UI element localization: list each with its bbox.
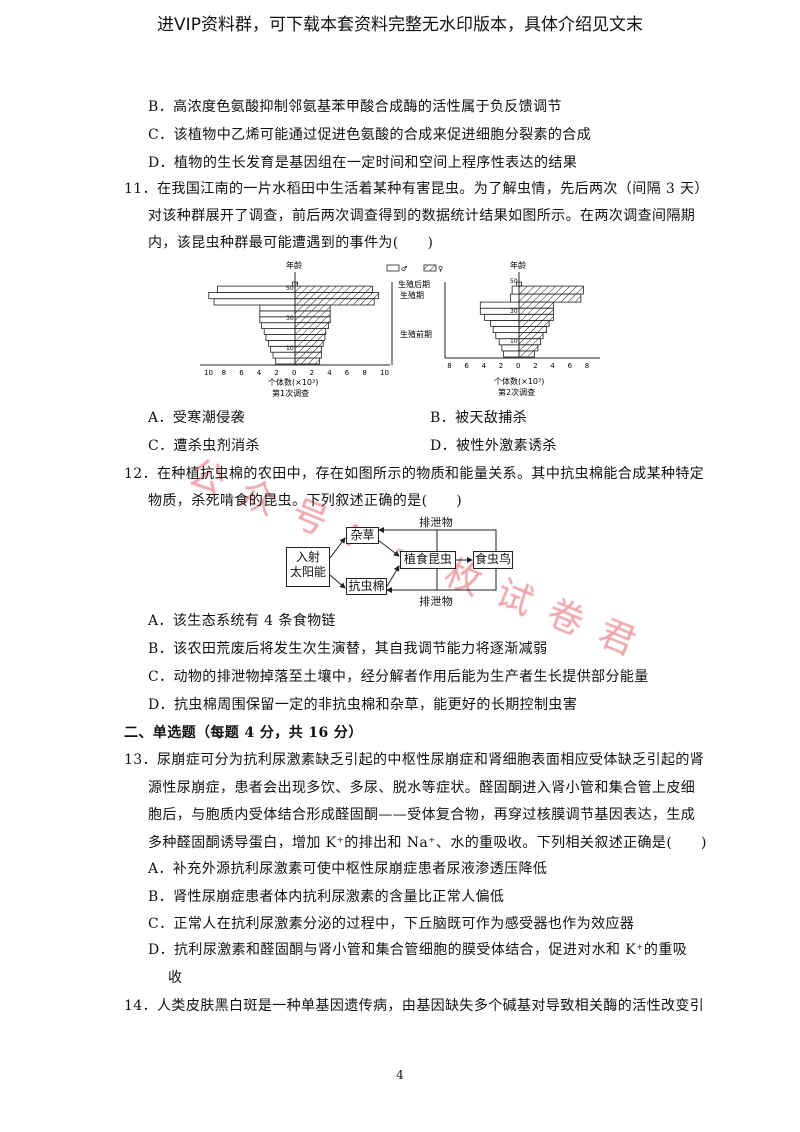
q14-stem-1: 14．人类皮肤黑白斑是一种单基因遗传病，由基因缺失多个碱基对导致相关酶的活性改变… xyxy=(124,998,705,1014)
q13-option-a: A．补充外源抗利尿激素可使中枢性尿崩症患者尿液渗透压降低 xyxy=(148,861,548,877)
node-sunlight: 入射 太阳能 xyxy=(286,547,330,587)
node-sunlight-line2: 太阳能 xyxy=(289,565,326,579)
q13-stem-2: 源性尿崩症，患者会出现多饮、多尿、脱水等症状。醛固酮进入肾小管和集合管上皮细 xyxy=(148,780,696,796)
q13-option-d: D．抗利尿激素和醛固酮与肾小管和集合管细胞的膜受体结合，促进对水和 K⁺的重吸 xyxy=(148,942,688,958)
node-herbivorous-insect: 植食昆虫 xyxy=(400,551,456,569)
page-number: 4 xyxy=(396,1068,404,1082)
label-waste-bottom: 排泄物 xyxy=(419,595,454,608)
node-weed: 杂草 xyxy=(346,527,379,544)
q12-option-a: A．该生态系统有 4 条食物链 xyxy=(148,613,336,629)
food-web-arrows xyxy=(329,527,497,593)
section-heading: 二、单选题（每题 4 分，共 16 分） xyxy=(124,725,363,741)
label-waste-top: 排泄物 xyxy=(419,516,454,529)
q13-option-c: C．正常人在抗利尿激素分泌的过程中，下丘脑既可作为感受器也作为效应器 xyxy=(148,916,635,932)
q13-stem-4: 多种醛固酮诱导蛋白，增加 K⁺的排出和 Na⁺、水的重吸收。下列相关叙述正确是(… xyxy=(148,835,707,851)
q13-stem-1: 13．尿崩症可分为抗利尿激素缺乏引起的中枢性尿崩症和肾细胞表面相应受体缺乏引起的… xyxy=(124,752,705,768)
node-insectivorous-bird: 食虫鸟 xyxy=(473,551,513,569)
q12-option-b: B．该农田荒废后将发生次生演替，其自我调节能力将逐渐减弱 xyxy=(148,641,548,657)
q13-option-d-cont: 收 xyxy=(168,970,183,986)
q13-option-b: B．肾性尿崩症患者体内抗利尿激素的含量比正常人偏低 xyxy=(148,889,505,905)
q12-option-c: C．动物的排泄物掉落至土壤中，经分解者作用后能为生产者生长提供部分能量 xyxy=(148,669,649,685)
q12-option-d: D．抗虫棉周围保留一定的非抗虫棉和杂草，能更好的长期控制虫害 xyxy=(148,697,578,713)
node-sunlight-line1: 入射 xyxy=(295,550,320,564)
node-bt-cotton: 抗虫棉 xyxy=(346,578,387,595)
q13-stem-3: 胞后，与胞质内受体结合形成醛固酮——受体复合物，再穿过核膜调节基因表达，生成 xyxy=(148,807,696,823)
